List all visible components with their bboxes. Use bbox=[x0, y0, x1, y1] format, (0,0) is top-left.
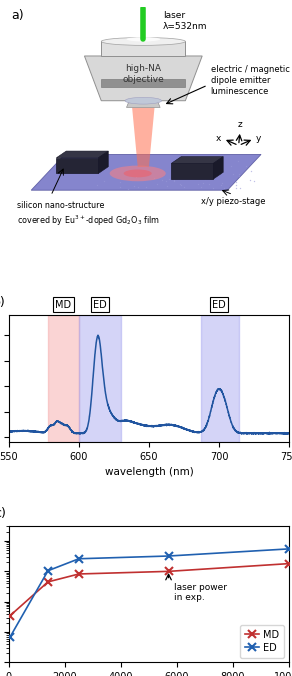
Ellipse shape bbox=[101, 38, 185, 45]
Line: MD: MD bbox=[6, 560, 292, 619]
Text: c): c) bbox=[0, 507, 6, 520]
Polygon shape bbox=[56, 158, 98, 174]
Text: x/y piezo-stage: x/y piezo-stage bbox=[201, 197, 265, 206]
Text: electric / magnetic
dipole emitter
luminescence: electric / magnetic dipole emitter lumin… bbox=[211, 65, 289, 96]
Text: z: z bbox=[238, 120, 242, 129]
Polygon shape bbox=[101, 41, 185, 56]
Text: y: y bbox=[256, 135, 261, 143]
Ellipse shape bbox=[126, 37, 160, 41]
Ellipse shape bbox=[124, 170, 152, 177]
Text: laser
λ=532nm: laser λ=532nm bbox=[163, 11, 207, 30]
Text: b): b) bbox=[0, 295, 6, 308]
Polygon shape bbox=[98, 151, 108, 174]
MD bbox=[167, 567, 170, 575]
MD bbox=[46, 578, 50, 586]
Line: ED: ED bbox=[6, 545, 292, 641]
Polygon shape bbox=[213, 157, 223, 179]
Text: a): a) bbox=[12, 9, 24, 22]
Polygon shape bbox=[171, 157, 223, 164]
Legend: MD, ED: MD, ED bbox=[240, 625, 284, 658]
ED bbox=[167, 552, 170, 560]
Polygon shape bbox=[126, 101, 160, 107]
Polygon shape bbox=[132, 107, 154, 167]
MD bbox=[77, 570, 81, 578]
Bar bbox=[79, 315, 121, 442]
Ellipse shape bbox=[110, 166, 166, 181]
Text: ED: ED bbox=[212, 299, 226, 310]
Text: laser power
in exp.: laser power in exp. bbox=[174, 583, 227, 602]
Text: silicon nano-structure
covered by Eu$^{3+}$-doped Gd$_2$O$_3$ film: silicon nano-structure covered by Eu$^{3… bbox=[17, 201, 160, 228]
ED bbox=[77, 555, 81, 563]
X-axis label: wavelength (nm): wavelength (nm) bbox=[105, 467, 193, 477]
MD bbox=[8, 612, 12, 620]
Text: x: x bbox=[216, 134, 221, 143]
ED bbox=[287, 545, 291, 553]
Polygon shape bbox=[56, 151, 108, 158]
Polygon shape bbox=[171, 164, 213, 179]
Polygon shape bbox=[84, 56, 202, 101]
Text: high-NA
objective: high-NA objective bbox=[122, 64, 164, 84]
ED bbox=[8, 633, 12, 641]
Text: MD: MD bbox=[55, 299, 72, 310]
MD bbox=[287, 560, 291, 568]
Bar bbox=[201, 315, 239, 442]
Text: ED: ED bbox=[93, 299, 107, 310]
Ellipse shape bbox=[125, 97, 161, 104]
Polygon shape bbox=[101, 80, 185, 87]
ED bbox=[46, 566, 50, 575]
Bar bbox=[48, 315, 79, 442]
Polygon shape bbox=[31, 154, 261, 190]
